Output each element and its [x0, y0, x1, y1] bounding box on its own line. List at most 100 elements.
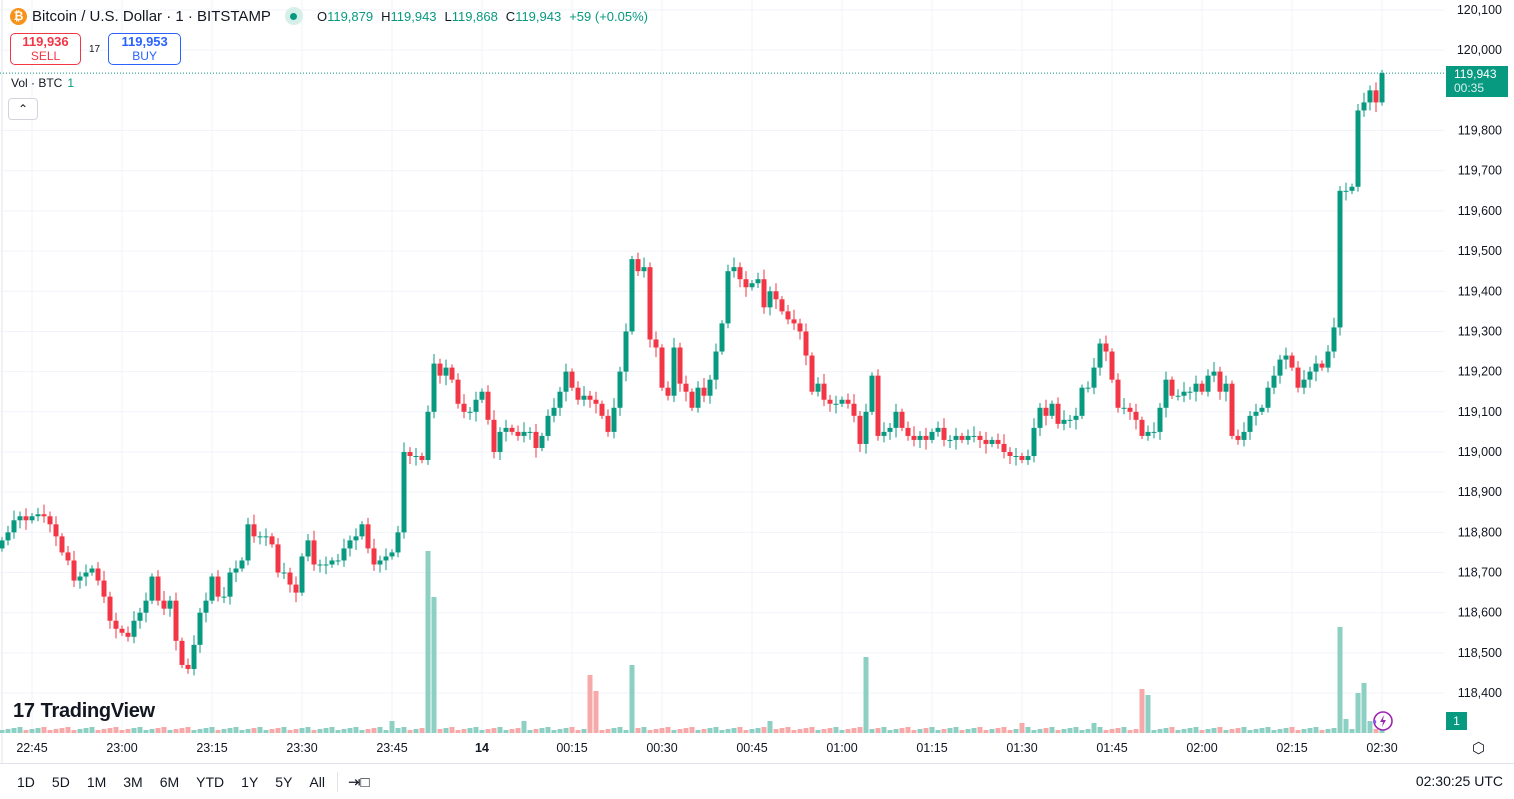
volume-bar [65, 727, 71, 733]
candle [161, 591, 167, 616]
time-tick-label: 01:45 [1096, 741, 1127, 755]
candle [1019, 452, 1025, 464]
candle [401, 442, 407, 539]
symbol-legend: ₿ Bitcoin / U.S. Dollar · 1 · BITSTAMP O… [10, 7, 648, 25]
candle [743, 271, 749, 297]
range-5d[interactable]: 5D [51, 773, 70, 790]
candle-body [977, 435, 983, 440]
candle-body [743, 279, 749, 288]
volume-tag: 1 [1446, 712, 1467, 730]
candle-body [1361, 102, 1367, 111]
candle [929, 428, 935, 444]
candle-body [1181, 391, 1187, 396]
candle-body [1055, 403, 1061, 424]
candle-body [677, 347, 683, 384]
range-all[interactable]: All [309, 773, 325, 790]
clock[interactable]: 02:30:25 UTC [1415, 773, 1503, 789]
candle-body [185, 664, 191, 669]
open-value: 119,879 [327, 8, 374, 24]
candle-body [221, 596, 227, 598]
settings-icon[interactable]: ⬡ [1472, 740, 1486, 757]
collapse-legend-button[interactable]: ⌃ [8, 98, 38, 120]
candle [299, 553, 305, 596]
volume-bar [1325, 729, 1331, 733]
candle-body [1289, 355, 1295, 368]
candle-body [155, 576, 161, 601]
volume-bar [1349, 729, 1355, 733]
buy-button[interactable]: 119,953 BUY [108, 33, 182, 65]
volume-bar [389, 721, 395, 733]
volume-bar [107, 728, 113, 733]
price-chart[interactable]: 120,100 120,000 119,800 119,700 119,600 119,5… [0, 0, 1514, 763]
go-to-date-icon[interactable]: ⇥□ [347, 773, 370, 791]
candle-body [407, 451, 413, 456]
candle-body [929, 431, 935, 440]
time-tick-label: 00:15 [556, 741, 587, 755]
range-1d[interactable]: 1D [17, 773, 35, 790]
candle-body [539, 435, 545, 448]
last-price: 119,943 [1454, 67, 1497, 81]
volume-bar [695, 730, 701, 733]
candle [437, 358, 443, 384]
volume-bar [509, 729, 515, 733]
volume-bar [959, 730, 965, 733]
volume-bar [1265, 727, 1271, 733]
candle-body [785, 311, 791, 320]
candle-body [659, 347, 665, 388]
candle [77, 571, 83, 589]
price-tick-label: 118,900 [1458, 485, 1502, 499]
candle [1295, 361, 1301, 393]
volume-legend[interactable]: Vol · BTC 1 [11, 76, 74, 90]
last-price-tag: 119,943 00:35 [1446, 66, 1508, 97]
volume-bar [1343, 719, 1349, 733]
time-axis[interactable]: 22:45 23:00 23:15 23:30 23:45 14 00:15 00:30 00:… [16, 741, 1397, 755]
candle-body [1193, 383, 1199, 392]
lightning-icon[interactable] [1371, 710, 1393, 732]
candle-body [479, 391, 485, 400]
range-1y[interactable]: 1Y [241, 773, 259, 790]
volume-bar [1073, 727, 1079, 733]
range-1m[interactable]: 1M [86, 773, 107, 790]
candle [497, 427, 503, 461]
candle [1097, 338, 1103, 376]
candle-body [1355, 110, 1361, 187]
range-6m[interactable]: 6M [159, 773, 180, 790]
candle-body [443, 367, 449, 376]
volume-bar [119, 730, 125, 733]
candle-body [431, 363, 437, 412]
symbol-title[interactable]: Bitcoin / U.S. Dollar · 1 · BITSTAMP [32, 7, 271, 25]
candle-body [239, 560, 245, 569]
candle [47, 511, 53, 533]
volume-bar [113, 727, 119, 733]
volume-bar [551, 730, 557, 733]
range-ytd[interactable]: YTD [196, 773, 225, 790]
price-axis[interactable]: 120,100 120,000 119,800 119,700 119,600 119,5… [1457, 3, 1502, 700]
time-tick-label: 14 [475, 741, 489, 755]
volume-bar [1367, 721, 1373, 733]
tradingview-logo[interactable]: 17 TradingView [13, 700, 155, 723]
volume-bar [575, 730, 581, 733]
volume-bar [17, 727, 23, 733]
volume-bar [365, 729, 371, 733]
candle [695, 381, 701, 413]
volume-bar [497, 727, 503, 733]
candle-body [689, 391, 695, 408]
volume-bar [29, 729, 35, 733]
range-5y[interactable]: 5Y [275, 773, 293, 790]
candle [173, 592, 179, 651]
range-3m[interactable]: 3M [123, 773, 143, 790]
candle [1037, 402, 1043, 436]
volume-bar [377, 727, 383, 733]
volume-bar [41, 727, 47, 733]
volume-bar [1181, 729, 1187, 733]
volume-bar [269, 729, 275, 733]
buy-price: 119,953 [121, 34, 168, 49]
volume-bar [131, 728, 137, 733]
candle [1049, 400, 1055, 420]
candle-body [1103, 343, 1109, 352]
sell-button[interactable]: 119,936 SELL [10, 33, 81, 65]
candle [551, 398, 557, 423]
candle [1139, 416, 1145, 440]
candle-body [335, 560, 341, 562]
candle [701, 378, 707, 403]
